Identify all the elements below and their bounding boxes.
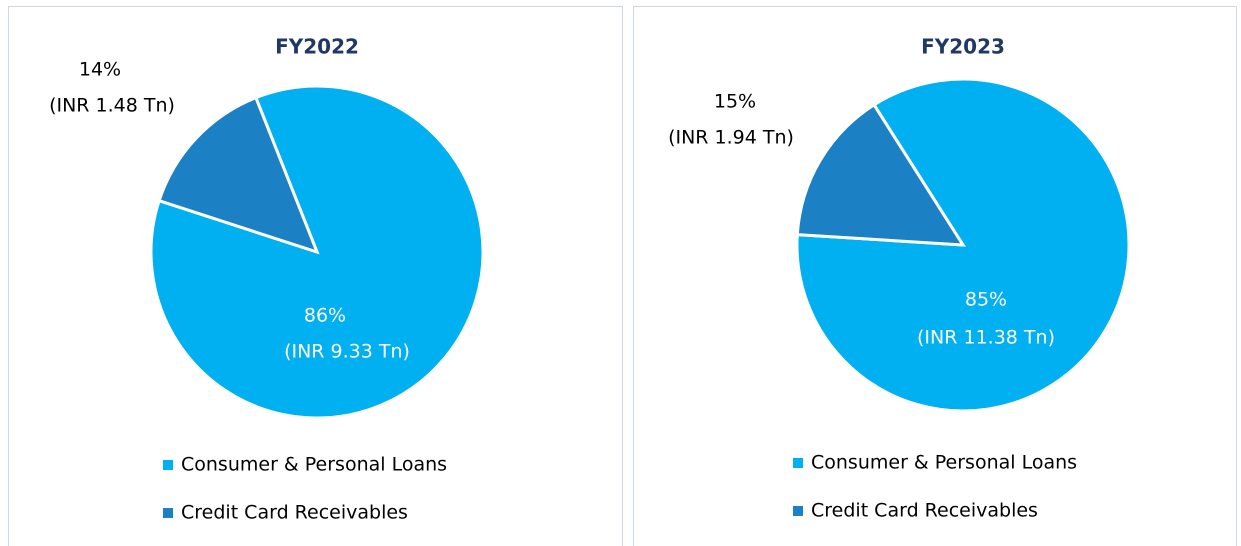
legend-label: Consumer & Personal Loans xyxy=(181,454,447,476)
pie-slice xyxy=(157,95,320,255)
legend-swatch xyxy=(163,460,173,470)
amount-label: (INR 11.38 Tn) xyxy=(917,327,1055,349)
pie-slice xyxy=(149,84,485,420)
legend-label: Consumer & Personal Loans xyxy=(811,452,1077,474)
data-label: 85% xyxy=(965,289,1007,311)
legend-label: Credit Card Receivables xyxy=(811,500,1038,522)
data-label: 86% xyxy=(304,305,346,327)
panel-border xyxy=(633,6,1237,546)
chart-title: FY2022 xyxy=(275,35,359,59)
amount-label: (INR 1.94 Tn) xyxy=(668,127,794,149)
chart-title: FY2023 xyxy=(921,35,1005,59)
pie-slice xyxy=(795,102,966,247)
data-label: 14% xyxy=(79,59,121,81)
legend-swatch xyxy=(793,458,803,468)
panel-border xyxy=(8,6,623,546)
data-label: 15% xyxy=(714,91,756,113)
legend-swatch xyxy=(163,508,173,518)
legend-label: Credit Card Receivables xyxy=(181,502,408,524)
legend-swatch xyxy=(793,506,803,516)
amount-label: (INR 1.48 Tn) xyxy=(49,95,175,117)
amount-label: (INR 9.33 Tn) xyxy=(284,341,410,363)
